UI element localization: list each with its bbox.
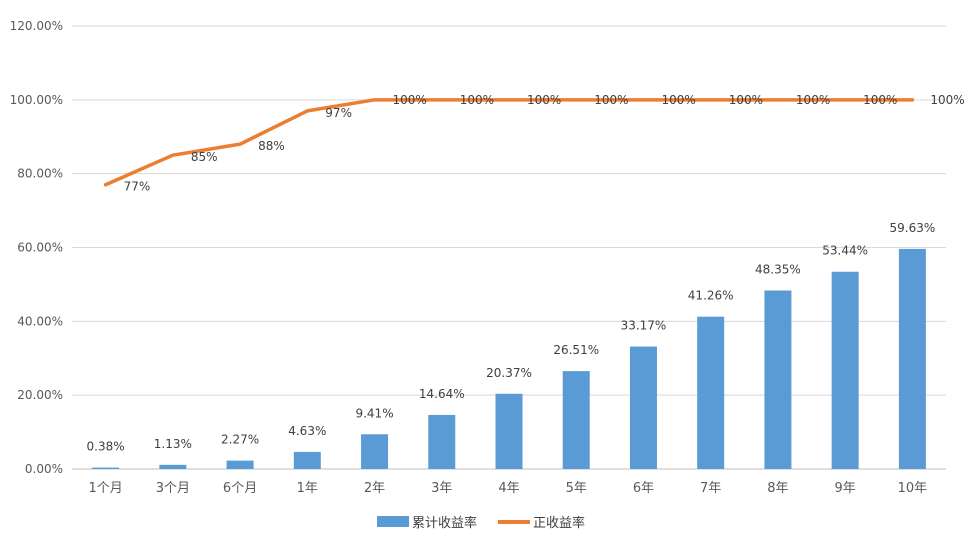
line-data-label: 100% <box>796 93 830 107</box>
x-tick-label: 6年 <box>633 481 654 496</box>
line-point <box>305 109 309 113</box>
y-tick-label: 60.00% <box>17 241 63 255</box>
bar <box>361 434 389 469</box>
x-tick-label: 1年 <box>297 481 318 496</box>
x-tick-label: 9年 <box>835 481 856 496</box>
line-data-label: 100% <box>729 93 763 107</box>
bar-data-label: 59.63% <box>890 221 936 235</box>
line-point <box>104 183 108 187</box>
legend-label-line: 正收益率 <box>533 515 585 531</box>
bar-data-label: 2.27% <box>221 433 259 447</box>
line-point <box>238 142 242 146</box>
bar <box>831 271 859 469</box>
y-tick-label: 0.00% <box>25 462 63 476</box>
bar <box>92 467 120 469</box>
line-data-labels: 77% 85% 88% 97% 100% 100% 100% 100% 100% 100% 100%… <box>124 93 965 194</box>
y-tick-label: 80.00% <box>17 167 63 181</box>
line-point <box>641 98 645 102</box>
x-tick-label: 5年 <box>566 481 587 496</box>
line-data-label: 85% <box>191 150 218 164</box>
bar <box>764 290 792 469</box>
bar <box>629 346 657 469</box>
bar-data-label: 53.44% <box>822 244 868 258</box>
bar <box>226 460 254 469</box>
bar-series <box>92 248 926 469</box>
line-point <box>574 98 578 102</box>
line-data-label: 88% <box>258 139 285 153</box>
legend: 累计收益率 正收益率 <box>377 515 585 531</box>
line-data-label: 100% <box>930 93 964 107</box>
x-tick-label: 4年 <box>498 481 519 496</box>
bar-data-labels: 0.38% 1.13% 2.27% 4.63% 9.41% 14.64% 20.37% 26.… <box>87 221 936 454</box>
y-tick-label: 120.00% <box>10 19 63 33</box>
line-data-label: 77% <box>124 180 151 194</box>
bar-data-label: 33.17% <box>621 319 667 333</box>
x-tick-label: 10年 <box>898 481 928 496</box>
x-tick-label: 3个月 <box>156 481 190 496</box>
x-tick-label: 7年 <box>700 481 721 496</box>
bar-data-label: 41.26% <box>688 289 734 303</box>
line-point <box>440 98 444 102</box>
bar-data-label: 0.38% <box>87 440 125 454</box>
line-data-label: 100% <box>594 93 628 107</box>
line-point <box>776 98 780 102</box>
line-data-label: 100% <box>527 93 561 107</box>
line-point <box>171 153 175 157</box>
x-tick-label: 1个月 <box>88 481 122 496</box>
line-series-path <box>103 98 915 187</box>
x-tick-label: 2年 <box>364 481 385 496</box>
line-point <box>373 98 377 102</box>
bar <box>697 316 725 469</box>
line-point <box>910 98 914 102</box>
bar-data-label: 1.13% <box>154 437 192 451</box>
bar-data-label: 20.37% <box>486 366 532 380</box>
x-tick-label: 6个月 <box>223 481 257 496</box>
y-tick-label: 20.00% <box>17 388 63 402</box>
legend-swatch-bar <box>377 516 409 527</box>
line-point <box>709 98 713 102</box>
legend-label-bar: 累计收益率 <box>412 515 477 531</box>
bar-data-label: 48.35% <box>755 263 801 277</box>
x-tick-label: 8年 <box>767 481 788 496</box>
bar <box>428 414 456 469</box>
bar <box>495 393 523 469</box>
bar <box>159 464 187 469</box>
line-data-label: 100% <box>460 93 494 107</box>
bar-data-label: 4.63% <box>288 424 326 438</box>
bar <box>293 451 321 469</box>
line-data-label: 97% <box>325 106 352 120</box>
bar <box>898 248 926 469</box>
bar <box>562 371 590 469</box>
line-data-label: 100% <box>393 93 427 107</box>
y-tick-label: 40.00% <box>17 314 63 328</box>
line-series <box>103 98 915 187</box>
bar-data-label: 9.41% <box>355 406 393 420</box>
bar-data-label: 26.51% <box>553 343 599 357</box>
x-axis-ticks: 1个月 3个月 6个月 1年 2年 3年 4年 5年 6年 7年 8年 9年 10年 <box>88 481 927 496</box>
line-point <box>843 98 847 102</box>
line-point <box>507 98 511 102</box>
line-data-label: 100% <box>661 93 695 107</box>
x-tick-label: 3年 <box>431 481 452 496</box>
y-tick-label: 100.00% <box>10 93 63 107</box>
line-data-label: 100% <box>863 93 897 107</box>
bar-data-label: 14.64% <box>419 387 465 401</box>
y-axis-ticks: 0.00% 20.00% 40.00% 60.00% 80.00% 100.00% 120.… <box>10 19 63 476</box>
